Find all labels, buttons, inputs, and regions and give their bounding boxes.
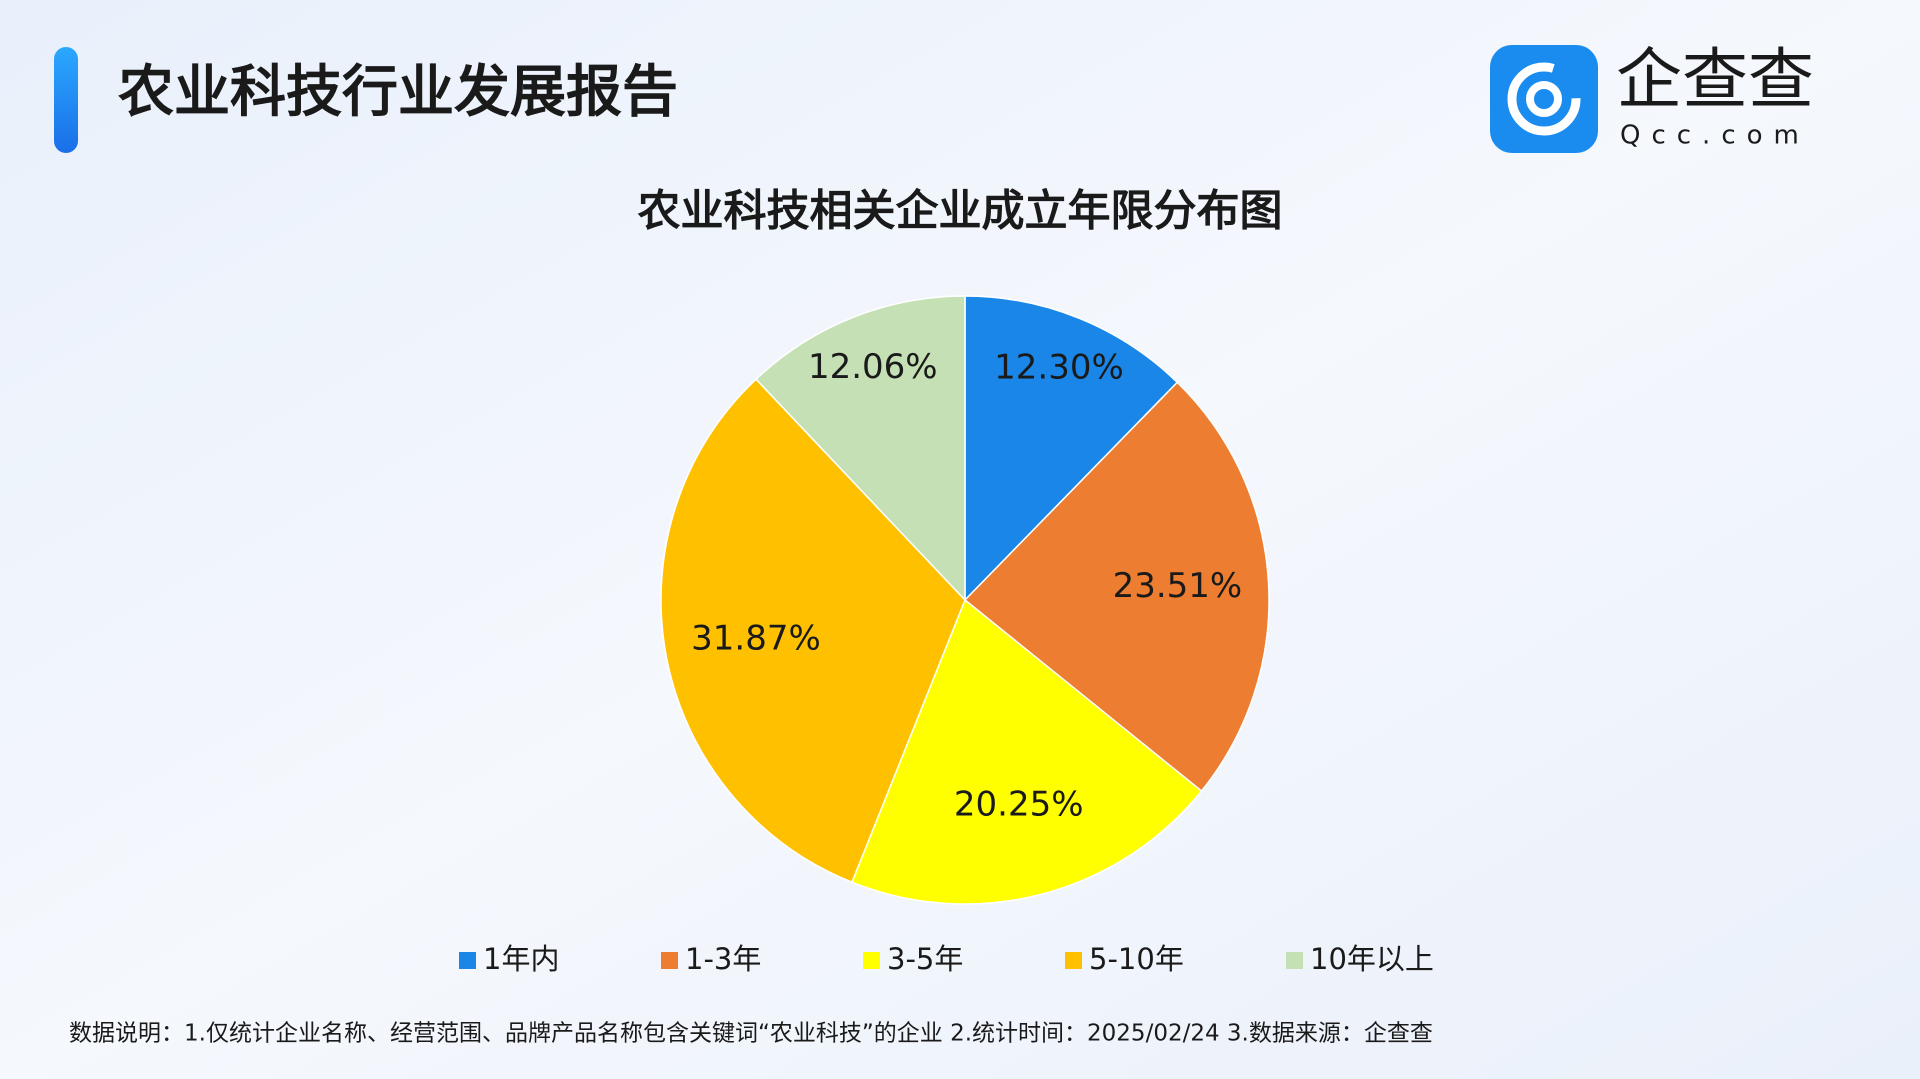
legend-label: 3-5年 <box>887 942 963 976</box>
logo-core <box>1526 81 1562 117</box>
title-bar <box>54 47 78 153</box>
legend-swatch <box>459 952 476 969</box>
data-label: 23.51% <box>1113 566 1243 606</box>
pie-slice <box>963 381 1270 793</box>
data-label: 12.30% <box>994 348 1124 388</box>
pie-slice <box>850 598 1203 905</box>
pie-slice <box>660 378 966 884</box>
legend-label: 5-10年 <box>1089 942 1184 976</box>
logo-sub: Qcc.com <box>1620 121 1810 151</box>
chart-title: 农业科技相关企业成立年限分布图 <box>638 187 1283 237</box>
data-label: 31.87% <box>691 618 821 658</box>
legend-label: 10年以上 <box>1310 942 1434 976</box>
legend-label: 1-3年 <box>685 942 761 976</box>
legend-swatch <box>661 952 678 969</box>
legend-swatch <box>1286 952 1303 969</box>
logo-text: 企查查 <box>1616 41 1814 118</box>
legend-swatch <box>863 952 880 969</box>
data-label: 20.25% <box>954 784 1084 824</box>
legend-swatch <box>1065 952 1082 969</box>
pie-slice <box>754 295 966 602</box>
data-label: 12.06% <box>808 347 938 387</box>
footnote: 数据说明：1.仅统计企业名称、经营范围、品牌产品名称包含关键词“农业科技”的企业… <box>69 1021 1433 1047</box>
header-title: 农业科技行业发展报告 <box>118 60 678 125</box>
pie-slice <box>964 295 1179 602</box>
logo-ring <box>1507 62 1581 136</box>
logo-icon <box>1490 45 1598 153</box>
legend-label: 1年内 <box>483 942 559 976</box>
